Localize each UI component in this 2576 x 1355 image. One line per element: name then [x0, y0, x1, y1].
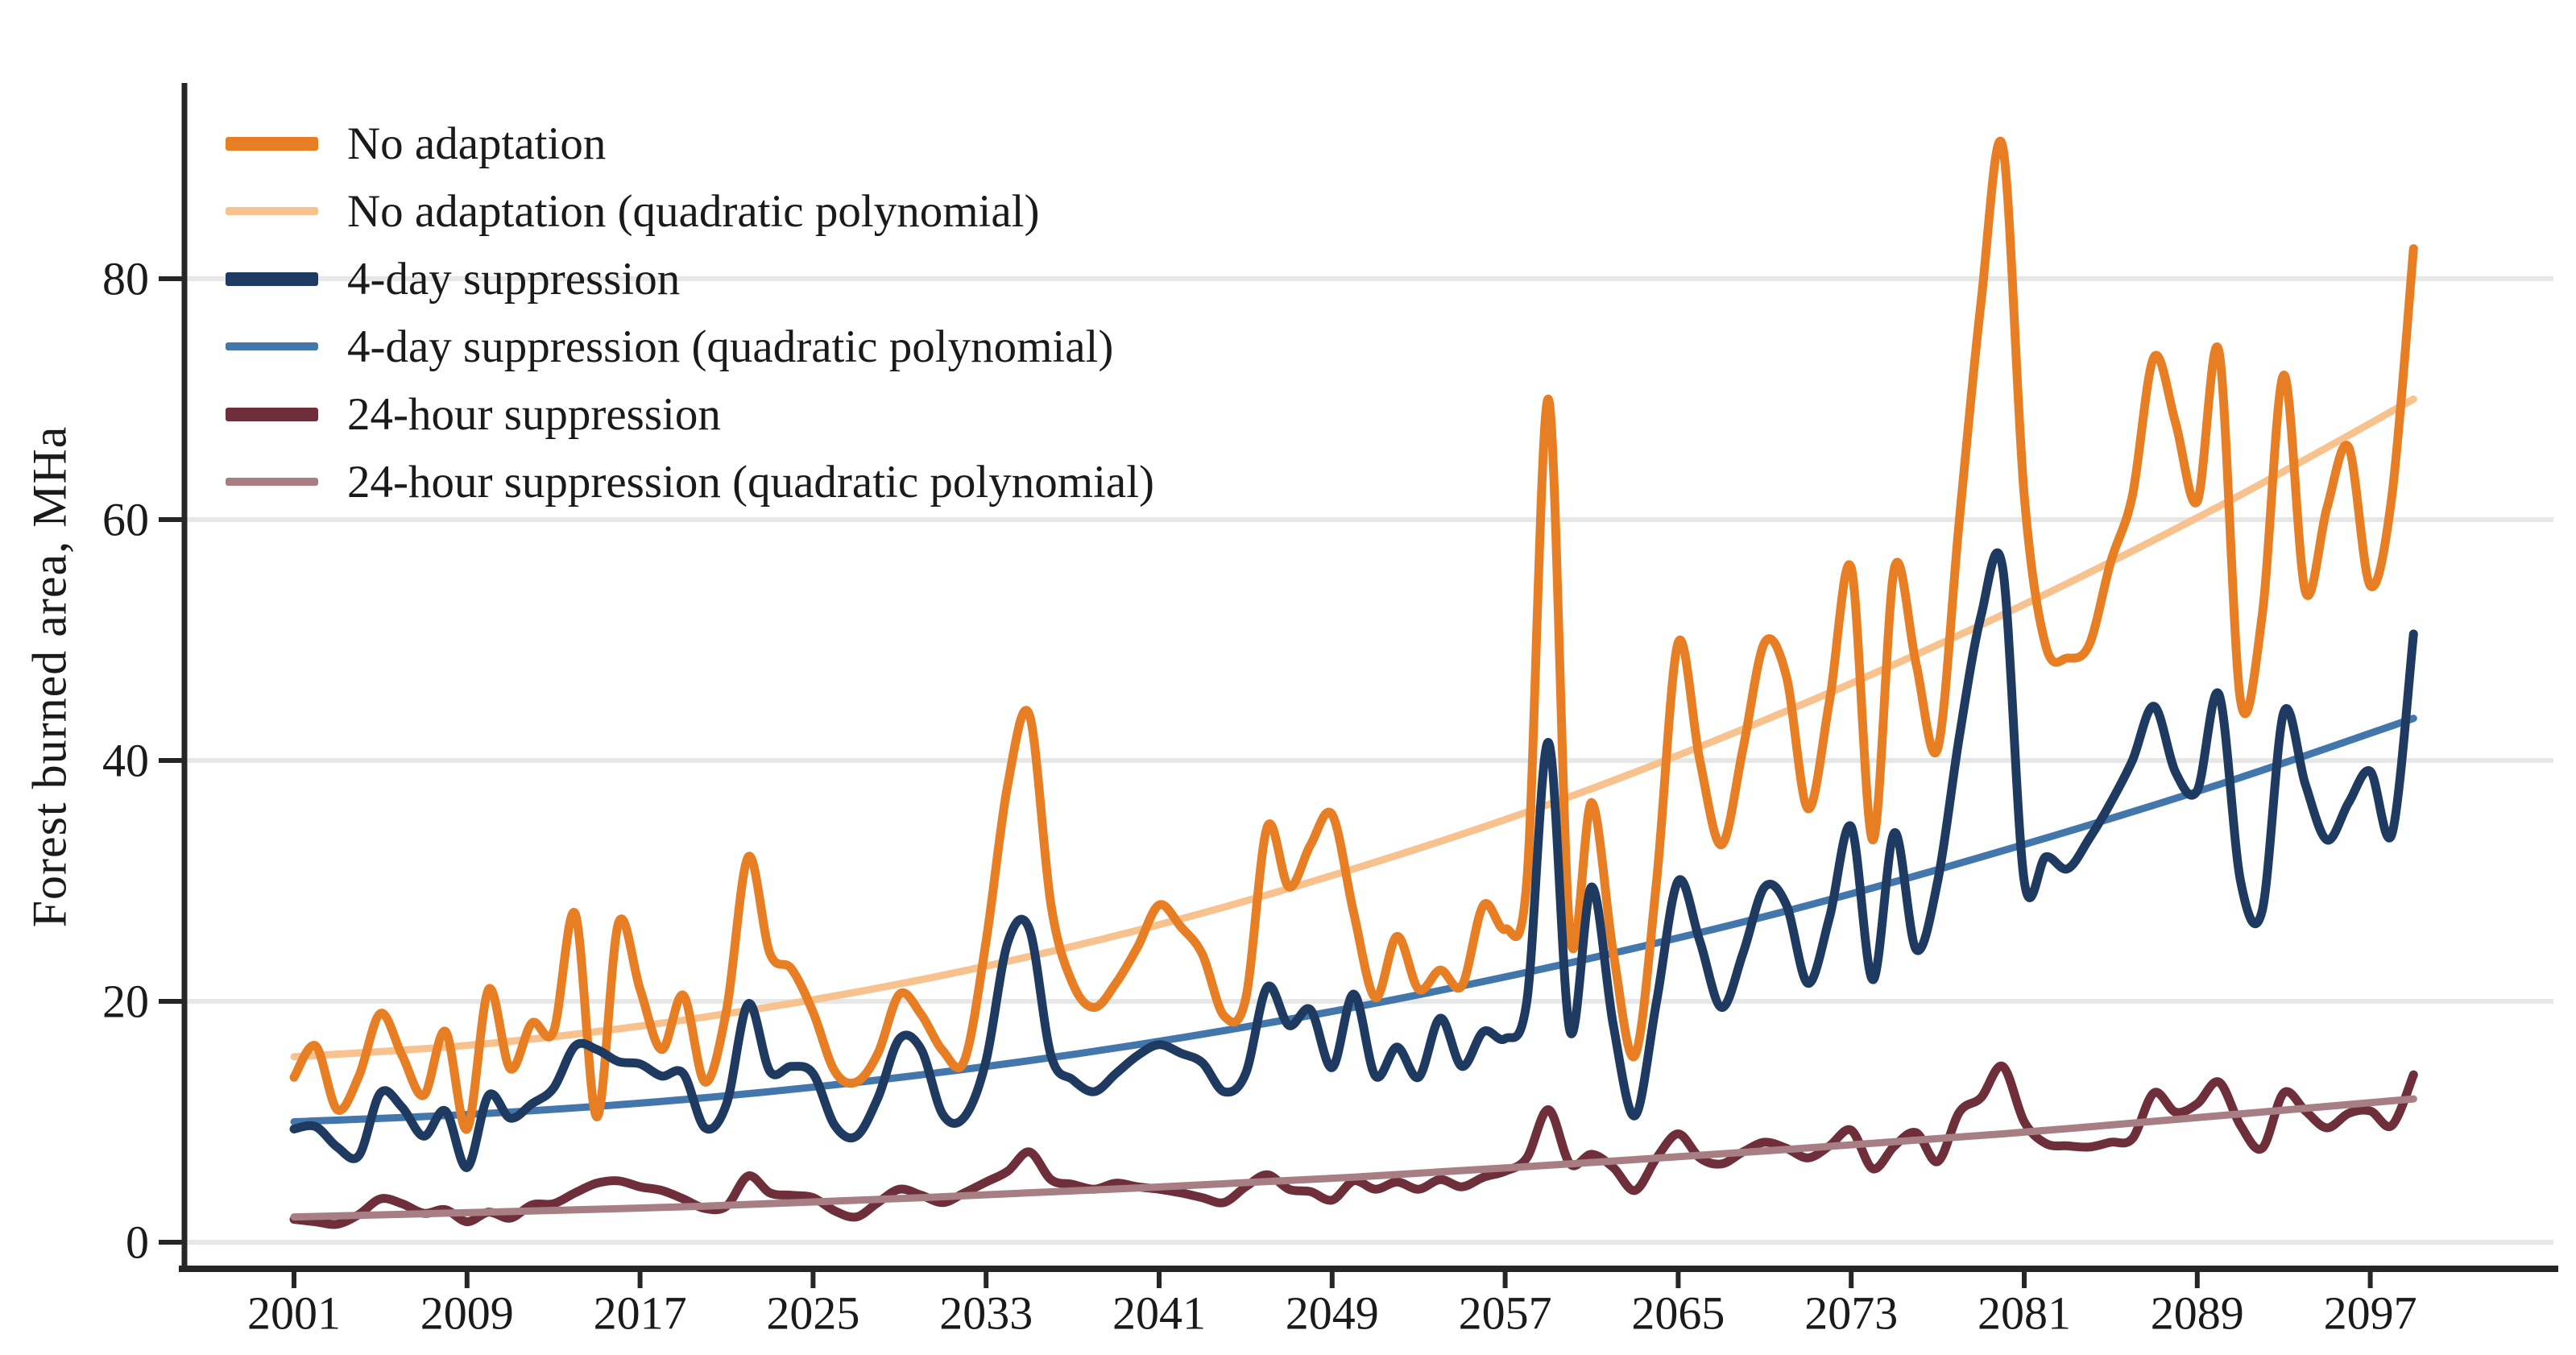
series-line-4-day-suppression-quadratic-polynomial [290, 715, 2417, 1125]
series-line-no-adaptation [289, 136, 2418, 1134]
x-tick-label: 2025 [766, 1287, 859, 1340]
x-tick-label: 2033 [939, 1287, 1033, 1340]
x-tick-label: 2081 [1978, 1287, 2071, 1340]
legend-item-4-day-suppression: 4-day suppression [226, 248, 680, 309]
x-tick-label: 2097 [2324, 1287, 2417, 1340]
x-tick-label: 2073 [1804, 1287, 1898, 1340]
y-tick-label: 0 [126, 1216, 149, 1269]
x-tick-label: 2017 [594, 1287, 687, 1340]
y-tick-label: 20 [102, 976, 149, 1028]
legend-label: 4-day suppression (quadratic polynomial) [347, 321, 1114, 372]
x-tick-label: 2001 [247, 1287, 341, 1340]
x-tick-label: 2041 [1112, 1287, 1206, 1340]
legend-label: No adaptation [347, 118, 607, 169]
x-tick-label: 2089 [2151, 1287, 2244, 1340]
legend-swatch-24-hour-icon [226, 407, 318, 421]
legend-item-4-day-suppression-trend: 4-day suppression (quadratic polynomial) [226, 316, 1113, 377]
legend-item-no-adaptation: No adaptation [226, 113, 606, 174]
y-axis-title: Forest burned area, MHa [23, 425, 77, 928]
y-tick-label: 40 [102, 735, 149, 787]
series-line-24-hour-suppression-quadratic-polynomial [290, 1095, 2417, 1221]
legend-label: No adaptation (quadratic polynomial) [347, 185, 1040, 237]
legend-label: 24-hour suppression [347, 388, 721, 440]
y-tick-label: 60 [102, 494, 149, 546]
legend-swatch-4-day-icon [226, 271, 318, 286]
x-tick-label: 2065 [1631, 1287, 1725, 1340]
y-tick-label: 80 [102, 253, 149, 305]
x-tick-label: 2057 [1459, 1287, 1552, 1340]
legend-label: 24-hour suppression (quadratic polynomia… [347, 456, 1155, 508]
legend-swatch-4-day-trend-icon [226, 342, 318, 350]
legend-swatch-no-adaptation-icon [226, 136, 318, 151]
x-tick-label: 2009 [420, 1287, 514, 1340]
series-line-24-hour-suppression [289, 1062, 2418, 1229]
legend-item-24-hour-suppression: 24-hour suppression [226, 383, 721, 445]
series-line-4-day-suppression [289, 548, 2418, 1172]
legend-swatch-no-adaptation-trend-icon [226, 207, 318, 215]
legend-label: 4-day suppression [347, 253, 681, 305]
legend-item-24-hour-suppression-trend: 24-hour suppression (quadratic polynomia… [226, 451, 1154, 512]
legend-swatch-24-hour-trend-icon [226, 478, 318, 486]
legend-item-no-adaptation-trend: No adaptation (quadratic polynomial) [226, 180, 1039, 242]
x-tick-label: 2049 [1286, 1287, 1379, 1340]
